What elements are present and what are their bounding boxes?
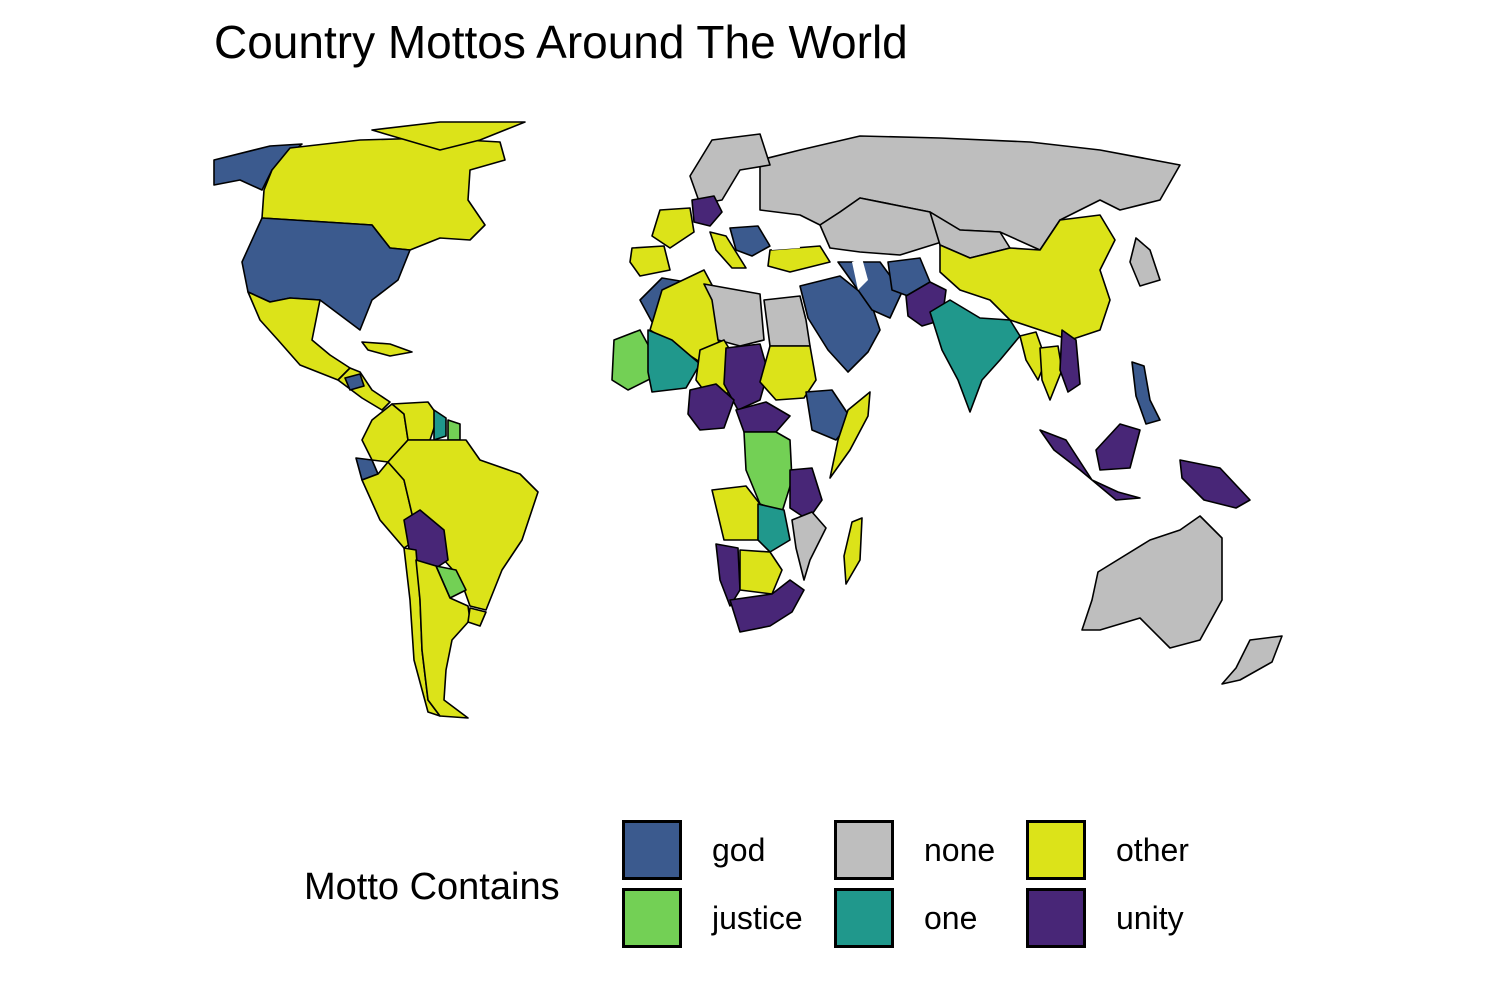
legend-label-none: none (924, 832, 996, 868)
country-philippines (1131, 361, 1161, 425)
country-mexico (247, 291, 351, 381)
country-france (651, 207, 695, 249)
legend-key-none (834, 820, 894, 880)
black-sea-water (768, 236, 800, 250)
country-mali (647, 329, 701, 393)
country-turkey (767, 245, 831, 273)
country-guyana (433, 409, 447, 441)
country-chad (723, 343, 769, 411)
country-greenland (371, 121, 526, 151)
country-thailand (1039, 345, 1063, 401)
country-papua-new-guinea (1179, 459, 1251, 509)
country-india (929, 299, 1021, 413)
legend-label-god: god (712, 832, 766, 868)
country-central-america (337, 367, 391, 411)
country-cuba (361, 341, 413, 357)
country-indonesia (1039, 423, 1141, 501)
country-china (939, 214, 1116, 341)
country-balkans (729, 225, 771, 257)
country-mauritania (611, 329, 653, 391)
country-uruguay (467, 607, 487, 627)
country-vietnam (1059, 329, 1081, 393)
country-nigeria (687, 383, 735, 431)
country-namibia (715, 543, 741, 607)
country-dr-congo (743, 431, 793, 513)
caspian-sea-water (852, 258, 868, 290)
legend-label-one: one (924, 900, 978, 936)
country-somalia (829, 391, 871, 479)
country-egypt (763, 295, 811, 347)
country-sudan (759, 345, 817, 401)
country-suriname (447, 419, 461, 441)
legend-key-one (834, 888, 894, 948)
legend-title: Motto Contains (304, 866, 560, 908)
country-australia (1081, 515, 1223, 649)
country-spain (629, 245, 671, 277)
country-germany (691, 195, 723, 227)
country-honduras (344, 373, 365, 391)
legend-label-justice: justice (712, 900, 803, 936)
country-argentina (415, 559, 471, 719)
legend-key-justice (622, 888, 682, 948)
country-mozambique (791, 511, 827, 581)
country-zambia (757, 503, 791, 553)
country-botswana (739, 549, 783, 595)
country-japan (1129, 237, 1161, 287)
legend-label-other: other (1116, 832, 1189, 868)
country-scandinavia (689, 133, 771, 205)
country-alaska (213, 143, 303, 191)
legend-key-unity (1026, 888, 1086, 948)
legend-label-unity: unity (1116, 900, 1184, 936)
country-brazil (387, 439, 539, 611)
legend-key-other (1026, 820, 1086, 880)
legend-key-god (622, 820, 682, 880)
chart-title: Country Mottos Around The World (214, 16, 908, 68)
country-madagascar (843, 517, 863, 585)
country-central-african-republic (735, 401, 791, 433)
country-angola (711, 485, 761, 541)
country-italy (709, 231, 747, 269)
country-saudi-arabia (799, 275, 881, 373)
country-new-zealand (1221, 635, 1283, 685)
country-south-africa (729, 579, 805, 633)
country-tanzania (789, 467, 823, 521)
